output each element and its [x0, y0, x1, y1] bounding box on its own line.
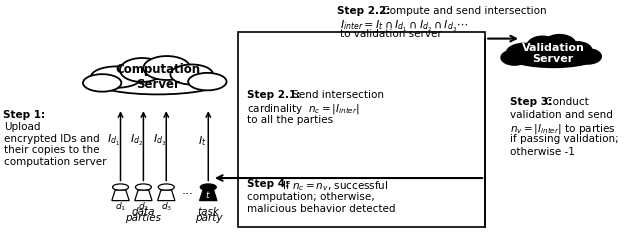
Ellipse shape — [143, 56, 190, 80]
Text: data: data — [132, 207, 155, 217]
Text: Step 2.2:: Step 2.2: — [337, 6, 390, 16]
Ellipse shape — [83, 74, 122, 92]
Text: to all the parties: to all the parties — [247, 115, 333, 124]
Circle shape — [200, 184, 216, 190]
Text: Compute and send intersection: Compute and send intersection — [379, 6, 547, 16]
Text: if passing validation;: if passing validation; — [510, 134, 619, 144]
Text: Send intersection: Send intersection — [289, 90, 383, 100]
Text: Step 4:: Step 4: — [247, 179, 289, 189]
Text: If $n_c = n_v$, successful: If $n_c = n_v$, successful — [279, 179, 389, 193]
Ellipse shape — [91, 66, 142, 88]
Ellipse shape — [501, 50, 528, 65]
Text: Conduct: Conduct — [542, 97, 589, 107]
Text: Step 2.1:: Step 2.1: — [247, 90, 301, 100]
Text: $d_1$: $d_1$ — [115, 201, 126, 213]
Ellipse shape — [170, 64, 213, 85]
Text: otherwise -1: otherwise -1 — [510, 147, 575, 157]
Text: $n_v =|I_{inter}|$ to parties: $n_v =|I_{inter}|$ to parties — [510, 122, 616, 136]
Text: $d_2$: $d_2$ — [138, 201, 149, 213]
Text: party: party — [195, 213, 222, 223]
Polygon shape — [134, 190, 152, 201]
Text: Computation
Server: Computation Server — [115, 63, 200, 91]
Text: malicious behavior detected: malicious behavior detected — [247, 204, 396, 214]
Text: $t$: $t$ — [205, 189, 211, 200]
Ellipse shape — [120, 58, 164, 82]
Text: validation and send: validation and send — [510, 110, 612, 120]
Ellipse shape — [188, 73, 227, 90]
Text: $I_{d_2}$: $I_{d_2}$ — [130, 133, 143, 148]
Text: $I_t$: $I_t$ — [198, 134, 207, 148]
Text: Validation
Server: Validation Server — [522, 43, 584, 64]
Text: task: task — [197, 207, 220, 217]
Text: to validation server: to validation server — [340, 29, 442, 39]
Ellipse shape — [575, 49, 601, 64]
Ellipse shape — [543, 35, 576, 55]
Text: $I_{d_3}$: $I_{d_3}$ — [154, 133, 166, 148]
Polygon shape — [157, 190, 175, 201]
Ellipse shape — [95, 70, 220, 94]
Text: $d_3$: $d_3$ — [161, 201, 172, 213]
Text: computation; otherwise,: computation; otherwise, — [247, 192, 375, 202]
Text: Upload
encrypted IDs and
their copies to the
computation server: Upload encrypted IDs and their copies to… — [4, 122, 106, 167]
Ellipse shape — [507, 44, 542, 62]
Text: parties: parties — [125, 213, 161, 223]
Text: $I_{d_1}$: $I_{d_1}$ — [106, 133, 120, 148]
Text: ...: ... — [181, 184, 193, 197]
Circle shape — [136, 184, 152, 190]
Polygon shape — [200, 190, 217, 201]
Text: $I_{inter} = I_t \cap I_{d_1} \cap I_{d_2} \cap I_{d_3} \cdots$: $I_{inter} = I_t \cap I_{d_1} \cap I_{d_… — [340, 19, 468, 34]
Ellipse shape — [527, 36, 557, 57]
Circle shape — [113, 184, 129, 190]
Text: Step 3:: Step 3: — [510, 97, 552, 107]
Ellipse shape — [562, 42, 592, 59]
Text: Step 1:: Step 1: — [3, 110, 45, 120]
Text: cardinality  $n_c = |I_{inter}|$: cardinality $n_c = |I_{inter}|$ — [247, 102, 360, 116]
Circle shape — [158, 184, 174, 190]
Polygon shape — [112, 190, 129, 201]
Ellipse shape — [510, 47, 596, 67]
Bar — [238, 32, 485, 227]
